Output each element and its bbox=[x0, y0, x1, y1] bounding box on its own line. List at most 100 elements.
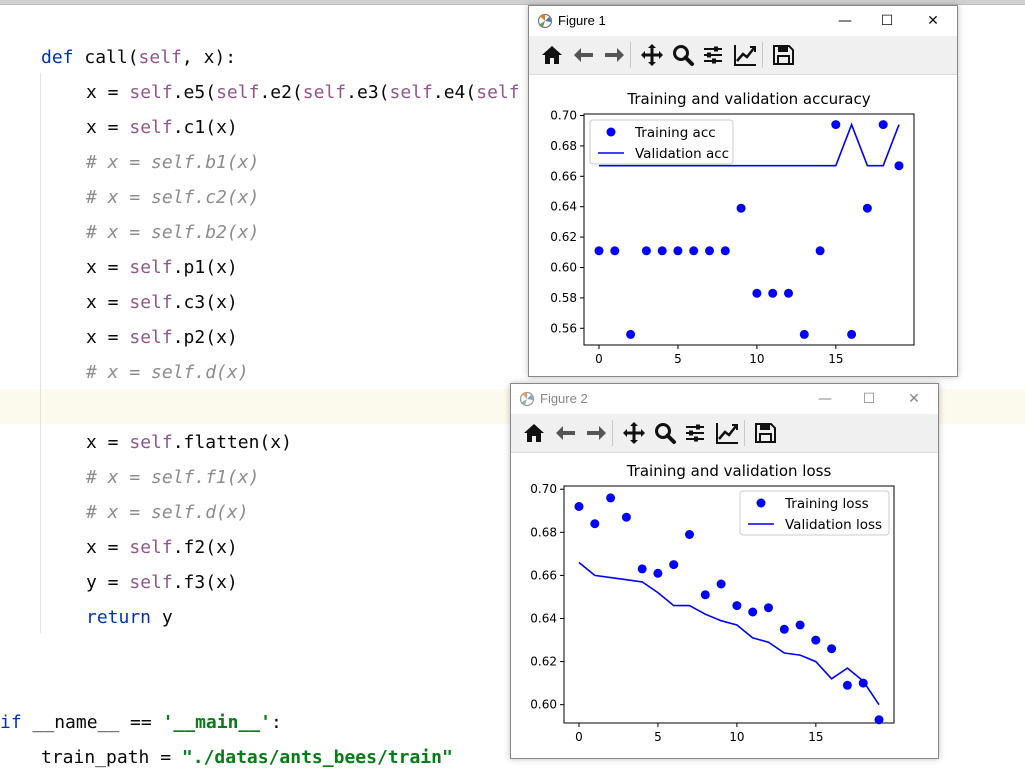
minimize-button[interactable]: — bbox=[818, 391, 832, 407]
zoom-icon[interactable] bbox=[670, 42, 696, 68]
data-point bbox=[716, 579, 726, 589]
home-icon[interactable] bbox=[539, 42, 565, 68]
pan-icon[interactable] bbox=[639, 42, 665, 68]
code-token: self bbox=[389, 82, 433, 103]
code-token: .e4( bbox=[432, 82, 477, 103]
maximize-button[interactable]: ☐ bbox=[880, 13, 894, 29]
code-token: .c1(x) bbox=[172, 117, 238, 138]
code-token: .f3(x) bbox=[172, 572, 238, 593]
configure-subplots-icon[interactable] bbox=[682, 420, 708, 446]
home-icon[interactable] bbox=[521, 420, 547, 446]
code-token: # x = self.c2(x) bbox=[86, 187, 260, 208]
legend-point-marker bbox=[606, 127, 616, 137]
y-tick-label: 0.58 bbox=[550, 291, 577, 305]
maximize-button[interactable]: ☐ bbox=[862, 391, 876, 407]
figure-1-title: Figure 1 bbox=[558, 13, 606, 28]
data-point bbox=[720, 246, 730, 256]
code-token: # x = self.b2(x) bbox=[86, 222, 260, 243]
save-icon[interactable] bbox=[752, 420, 778, 446]
code-token: x = bbox=[86, 82, 130, 103]
code-token: , x): bbox=[181, 47, 237, 68]
data-point bbox=[594, 246, 604, 256]
y-tick-label: 0.60 bbox=[530, 698, 557, 712]
data-point bbox=[862, 203, 872, 213]
data-point bbox=[657, 246, 667, 256]
code-line[interactable]: # x = self.b1(x) bbox=[86, 145, 259, 180]
figure-2-window[interactable]: Figure 2 — ☐ ✕ Training and validation l… bbox=[510, 383, 939, 759]
forward-icon[interactable] bbox=[583, 420, 609, 446]
data-point bbox=[574, 502, 584, 511]
back-icon[interactable] bbox=[571, 42, 597, 68]
edit-axis-icon[interactable] bbox=[714, 420, 740, 446]
figure-1-window[interactable]: Figure 1 — ☐ ✕ Training and validation a… bbox=[528, 5, 958, 377]
code-token: __name__ == bbox=[32, 712, 163, 733]
code-token: x = bbox=[86, 537, 130, 558]
data-point bbox=[685, 530, 694, 539]
y-tick-label: 0.60 bbox=[550, 260, 577, 274]
edit-axis-icon[interactable] bbox=[732, 42, 758, 68]
figure-1-titlebar[interactable]: Figure 1 — ☐ ✕ bbox=[529, 6, 957, 36]
y-tick-label: 0.64 bbox=[550, 200, 577, 214]
x-tick-label: 15 bbox=[808, 730, 823, 744]
code-line[interactable]: x = self.e5(self.e2(self.e3(self.e4(self bbox=[86, 75, 520, 110]
data-point bbox=[621, 512, 631, 522]
legend bbox=[589, 119, 734, 165]
code-token: self bbox=[129, 82, 173, 103]
legend-point-marker bbox=[756, 498, 766, 508]
code-line[interactable]: train_path = "./datas/ants_bees/train" bbox=[41, 740, 453, 775]
code-line[interactable]: # x = self.d(x) bbox=[86, 495, 249, 530]
code-token: "./datas/ants_bees/train" bbox=[181, 747, 453, 768]
y-tick-label: 0.66 bbox=[530, 568, 557, 582]
back-icon[interactable] bbox=[553, 420, 579, 446]
data-point bbox=[610, 246, 620, 256]
code-line[interactable]: # x = self.c2(x) bbox=[86, 180, 259, 215]
series-line-validation-loss bbox=[578, 561, 880, 706]
code-line[interactable]: x = self.flatten(x) bbox=[86, 425, 292, 460]
close-button[interactable]: ✕ bbox=[908, 391, 920, 407]
figure-2-plot-area: Training and validation loss 0 5 10 15 0.60 0.… bbox=[511, 453, 938, 758]
code-token: # x = self.d(x) bbox=[86, 362, 249, 383]
x-tick-label: 5 bbox=[674, 352, 682, 366]
code-token: '__main__' bbox=[162, 712, 271, 733]
data-point bbox=[637, 564, 647, 574]
code-line[interactable]: # x = self.f1(x) bbox=[86, 460, 259, 495]
code-token: call( bbox=[84, 47, 139, 68]
chart-title: Training and validation loss bbox=[626, 462, 832, 480]
data-point bbox=[827, 644, 837, 654]
code-line[interactable]: x = self.p2(x) bbox=[86, 320, 238, 355]
code-token: x = bbox=[86, 292, 130, 313]
code-line[interactable]: x = self.p1(x) bbox=[86, 250, 238, 285]
code-line[interactable]: if __name__ == '__main__': bbox=[0, 705, 282, 740]
legend bbox=[739, 490, 890, 536]
data-point bbox=[653, 568, 663, 578]
code-line[interactable]: y = self.f3(x) bbox=[86, 565, 238, 600]
code-token: if bbox=[0, 712, 33, 733]
figure-2-titlebar[interactable]: Figure 2 — ☐ ✕ bbox=[511, 384, 938, 414]
code-line[interactable]: # x = self.d(x) bbox=[86, 355, 249, 390]
figure-1-toolbar bbox=[529, 36, 957, 75]
legend-label: Training loss bbox=[784, 496, 869, 512]
code-line[interactable]: x = self.f2(x) bbox=[86, 530, 238, 565]
code-token: self bbox=[138, 47, 182, 68]
code-token: # x = self.f1(x) bbox=[86, 467, 260, 488]
figure-2-toolbar bbox=[511, 414, 938, 453]
close-button[interactable]: ✕ bbox=[927, 13, 939, 29]
data-point bbox=[874, 715, 884, 725]
code-line[interactable]: x = self.c1(x) bbox=[86, 110, 238, 145]
y-tick-label: 0.62 bbox=[530, 655, 557, 669]
code-token: x = bbox=[86, 327, 130, 348]
zoom-icon[interactable] bbox=[652, 420, 678, 446]
pan-icon[interactable] bbox=[621, 420, 647, 446]
code-line[interactable]: x = self.c3(x) bbox=[86, 285, 238, 320]
data-point bbox=[831, 120, 841, 130]
data-point bbox=[779, 624, 789, 634]
code-line[interactable]: # x = self.b2(x) bbox=[86, 215, 259, 250]
minimize-button[interactable]: — bbox=[838, 13, 852, 29]
data-point bbox=[700, 590, 710, 600]
save-icon[interactable] bbox=[770, 42, 796, 68]
code-line[interactable]: return y bbox=[86, 600, 173, 635]
configure-subplots-icon[interactable] bbox=[700, 42, 726, 68]
forward-icon[interactable] bbox=[601, 42, 627, 68]
code-line[interactable]: def call(self, x): bbox=[41, 40, 236, 75]
code-token: .e5( bbox=[172, 82, 217, 103]
